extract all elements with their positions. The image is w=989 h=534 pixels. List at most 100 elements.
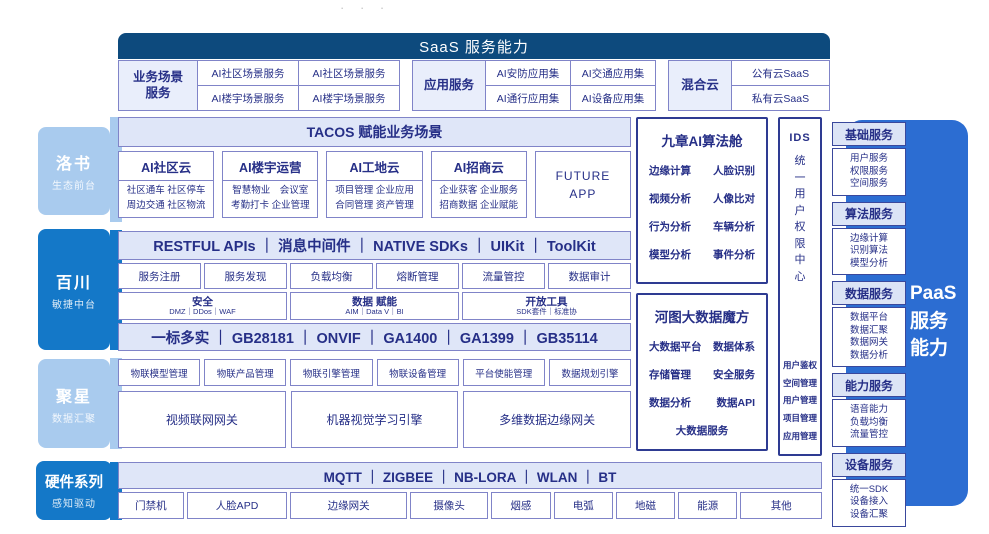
rail-subtitle: 数据汇聚: [52, 413, 96, 425]
ids-item: 用户鉴权: [782, 359, 817, 370]
scenario-cell: AI交通应用集: [571, 61, 655, 85]
jiuzhang-title: 九章AI算法舱: [661, 134, 743, 149]
iot-cell: 物联产品管理: [204, 359, 287, 386]
hetu-item: 大数据平台: [649, 341, 702, 353]
cloud-items: 周边交通 社区物流: [126, 200, 206, 211]
cloud-box-building: AI楼宇运营 智慧物业 会议室 考勤打卡 企业管理: [222, 151, 319, 218]
iot-cell: 物联引擎管理: [290, 359, 373, 386]
service-cell: 熔断管理: [376, 263, 459, 289]
iot-cell: 数据规划引擎: [548, 359, 632, 386]
cloud-items: 智慧物业 会议室: [232, 185, 309, 197]
cloud-title: AI楼宇运营: [223, 152, 318, 181]
jiuzhang-item: 车辆分析: [713, 221, 755, 233]
gateway-boxes: 视频联网网关 机器视觉学习引擎 多维数据边缘网关: [118, 391, 632, 448]
ids-acronym: IDS: [789, 132, 811, 144]
juxing-layer: 物联模型管理 物联产品管理 物联引擎管理 物联设备管理 平台使能管理 数据规划引…: [118, 359, 632, 448]
iot-cell: 物联模型管理: [118, 359, 201, 386]
paas-section-items: 边缘计算 识别算法 模型分析: [832, 227, 906, 276]
scenario-cell: AI楼宇场景服务: [299, 86, 399, 110]
iot-management-cells: 物联模型管理 物联产品管理 物联引擎管理 物联设备管理 平台使能管理 数据规划引…: [118, 359, 632, 386]
hetu-bigdata-box: 河图大数据魔方 大数据平台 数据体系 存储管理 安全服务 数据分析 数据API 大数据…: [636, 293, 768, 451]
ids-vertical-title: 统 一 用 户 权 限 中 心: [794, 155, 806, 283]
data-enable-group: 数据 赋能 AIM｜Data V｜BI: [290, 292, 459, 320]
api-band: RESTFUL APIs ｜ 消息中间件 ｜ NATIVE SDKs ｜ UIK…: [118, 231, 631, 260]
hybrid-cloud-label: 混合云: [669, 61, 731, 110]
cloud-items: 社区通车 社区停车: [126, 185, 206, 197]
jiuzhang-item: 视频分析: [649, 193, 691, 205]
paas-item: 用户服务: [849, 153, 888, 164]
saas-capability-header: SaaS 服务能力: [118, 33, 830, 59]
group-title: 安全: [192, 295, 213, 308]
device-cell: 其他: [740, 492, 822, 519]
group-sub: AIM｜Data V｜BI: [345, 306, 404, 316]
rail-title: 聚星: [55, 388, 92, 406]
rail-subtitle: 生态前台: [52, 181, 96, 192]
device-cell: 门禁机: [118, 492, 184, 519]
paas-section-title: 数据服务: [832, 281, 906, 306]
scenario-cell: AI通行应用集: [486, 86, 570, 110]
service-cells: 服务注册 服务发现 负载均衡 熔断管理 流量管控 数据审计: [118, 263, 631, 289]
scenario-cell: AI安防应用集: [486, 61, 570, 85]
paas-item: 数据分析: [849, 349, 888, 361]
paas-item: 设备汇聚: [849, 508, 888, 520]
cloud-items: 合同管理 资产管理: [335, 200, 414, 211]
group-title: 开放工具: [525, 295, 568, 308]
app-service-group: 应用服务 AI安防应用集 AI交通应用集 AI通行应用集 AI设备应用集: [412, 60, 656, 111]
cloud-box-construction: AI工地云 项目管理 企业应用 合同管理 资产管理: [326, 151, 423, 218]
ids-items: 用户鉴权 空间管理 用户管理 项目管理 应用管理: [783, 357, 817, 446]
jiuzhang-item: 模型分析: [649, 249, 691, 261]
hetu-title: 河图大数据魔方: [654, 310, 750, 325]
protocol-band: MQTT ｜ ZIGBEE ｜ NB-LORA ｜ WLAN ｜ BT: [118, 462, 822, 489]
paas-sections: 基础服务 用户服务 权限服务 空间服务 算法服务 边缘计算 识别算法 模型分析 …: [832, 122, 906, 533]
device-cell: 地磁: [615, 492, 676, 519]
jiuzhang-item: 人脸识别: [713, 165, 755, 177]
cloud-box-investment: AI招商云 企业获客 企业服务 招商数据 企业赋能: [430, 151, 527, 218]
paas-label: PaaS 服务 能力: [910, 283, 957, 360]
baichuan-layer: RESTFUL APIs ｜ 消息中间件 ｜ NATIVE SDKs ｜ UIK…: [118, 231, 631, 354]
rail-hardware: 硬件系列 感知驱动: [36, 461, 112, 520]
device-cell: 电弧: [553, 492, 613, 519]
tacos-band: TACOS 赋能业务场景: [118, 117, 631, 147]
hardware-layer: MQTT ｜ ZIGBEE ｜ NB-LORA ｜ WLAN ｜ BT 门禁机 …: [118, 462, 822, 519]
group-sub: SDK套件｜标准协: [516, 306, 577, 316]
paas-panel: PaaS 服务 能力: [846, 120, 968, 506]
business-scenario-label: 业务场景服务: [119, 61, 197, 110]
device-cell: 边缘网关: [290, 492, 407, 519]
group-title: 数据 赋能: [352, 295, 397, 308]
paas-section-title: 设备服务: [832, 452, 906, 477]
capability-groups: 安全 DMZ｜DDos｜WAF 数据 赋能 AIM｜Data V｜BI 开放工具…: [118, 292, 631, 320]
ids-item: 项目管理: [782, 413, 817, 424]
service-cell: 负载均衡: [290, 263, 373, 289]
open-tools-group: 开放工具 SDK套件｜标准协: [462, 292, 631, 320]
scenario-cell: 公有云SaaS: [732, 61, 829, 85]
scenario-cell: AI设备应用集: [571, 86, 655, 110]
paas-section-title: 算法服务: [832, 201, 906, 226]
paas-item: 设备接入: [849, 496, 888, 508]
cloud-title: AI工地云: [327, 152, 422, 181]
window-dots-decoration: · · ·: [340, 0, 391, 15]
paas-item: 模型分析: [849, 257, 888, 269]
gateway-box: 多维数据边缘网关: [463, 391, 632, 448]
rail-title: 百川: [55, 274, 92, 292]
paas-item: 语音能力: [849, 404, 888, 416]
rail-juxing: 聚星 数据汇聚: [38, 359, 110, 448]
service-cell: 流量管控: [462, 263, 545, 289]
ids-column: IDS 统 一 用 户 权 限 中 心 用户鉴权 空间管理 用户管理 项目管理 …: [778, 117, 822, 456]
device-cell: 摄像头: [409, 492, 489, 519]
jiuzhang-item: 行为分析: [649, 221, 691, 233]
jiuzhang-ai-box: 九章AI算法舱 边缘计算 人脸识别 视频分析 人像比对 行为分析 车辆分析 模型分析 事…: [636, 117, 768, 284]
group-sub: DMZ｜DDos｜WAF: [169, 306, 236, 316]
hetu-item: 数据分析: [649, 397, 691, 409]
rail-subtitle: 感知驱动: [52, 499, 96, 510]
cloud-items: 项目管理 企业应用: [335, 185, 414, 197]
scenario-cell: 私有云SaaS: [732, 86, 829, 110]
device-cell: 烟感: [491, 492, 551, 519]
security-group: 安全 DMZ｜DDos｜WAF: [118, 292, 287, 320]
hybrid-cloud-group: 混合云 公有云SaaS 私有云SaaS: [668, 60, 830, 111]
scenario-cell: AI社区场景服务: [198, 61, 298, 85]
scenario-cell: AI楼宇场景服务: [198, 86, 298, 110]
iot-cell: 平台使能管理: [462, 359, 545, 386]
paas-section-items: 数据平台 数据汇聚 数据网关 数据分析: [832, 307, 906, 368]
service-cell: 数据审计: [548, 263, 631, 289]
